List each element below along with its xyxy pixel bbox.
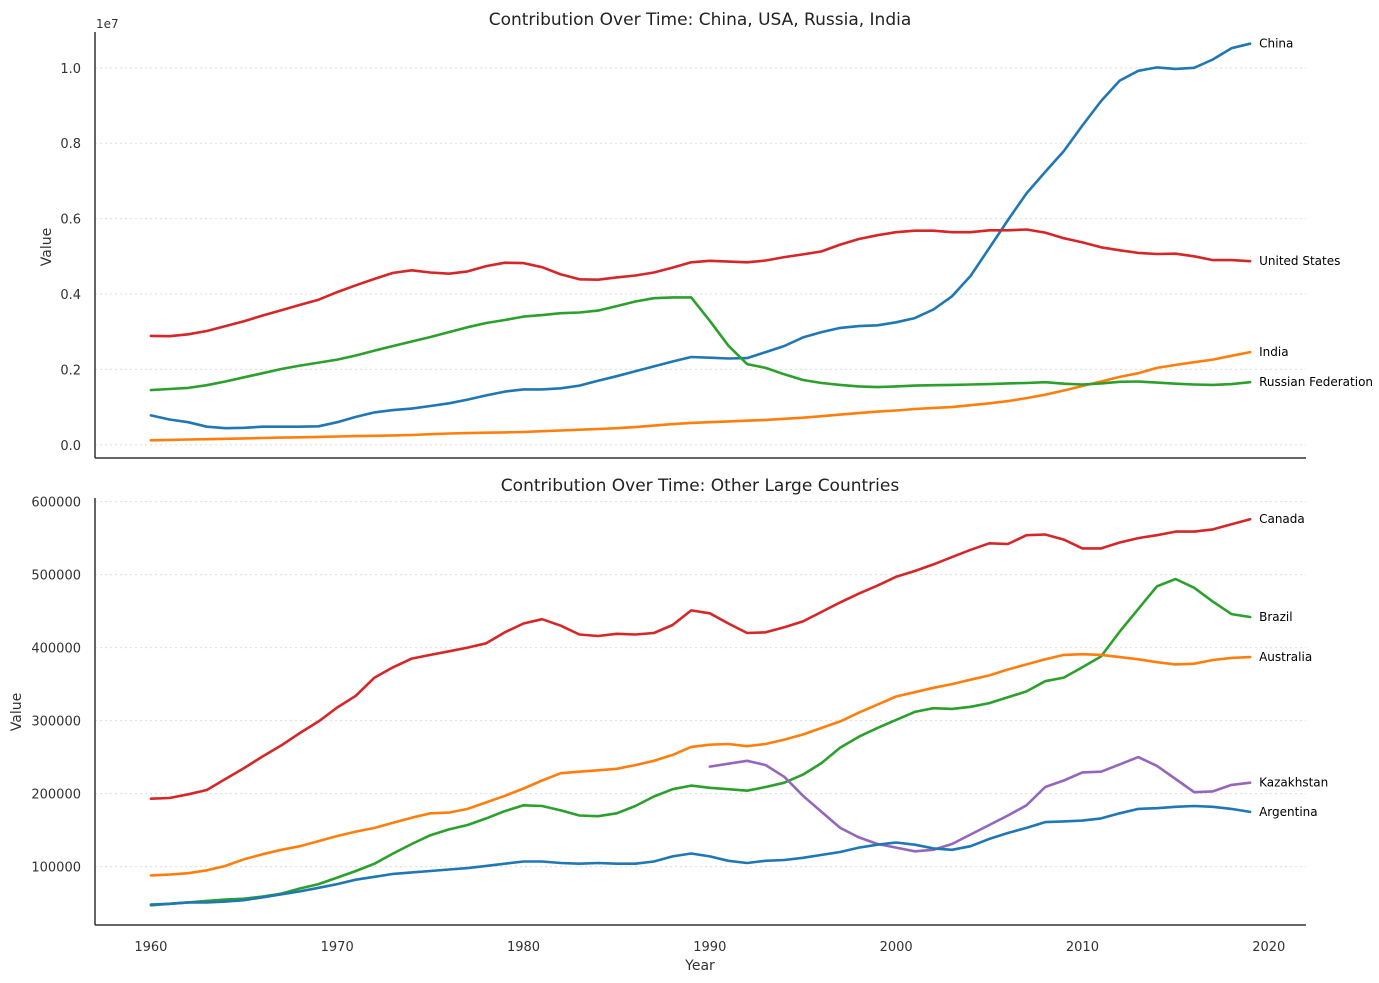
top-chart-panel: Contribution Over Time: China, USA, Russ…: [39, 10, 1373, 459]
bottom-chart-x-tick-label: 1960: [134, 940, 167, 955]
series-label-india: India: [1259, 345, 1288, 359]
bottom-chart-axes: [94, 498, 1306, 926]
series-line-united-states: [149, 228, 1252, 338]
bottom-chart-y-tick-label: 600000: [31, 496, 81, 511]
top-chart-y-tick-label: 0.0: [60, 439, 81, 454]
top-chart-y-tick-label: 0.4: [60, 288, 81, 303]
series-line-canada: [149, 517, 1252, 801]
top-chart-y-axis-title: Value: [39, 228, 55, 266]
bottom-chart-panel: Contribution Over Time: Other Large Coun…: [9, 476, 1328, 974]
bottom-chart-x-tick-label: 1970: [321, 940, 354, 955]
series-line-russian-federation: [149, 296, 1252, 392]
bottom-chart-x-tick-label: 2010: [1066, 940, 1099, 955]
bottom-chart-series-labels: Canada Brazil Australia Kazakhstan Argentina: [1259, 512, 1328, 819]
series-label-brazil: Brazil: [1259, 610, 1293, 624]
top-chart-gridlines: [95, 67, 1306, 446]
series-line-brazil: [149, 577, 1252, 907]
top-chart-title: Contribution Over Time: China, USA, Russ…: [489, 10, 912, 30]
bottom-chart-y-tick-label: 100000: [31, 861, 81, 876]
bottom-chart-y-ticks: 100000 200000 300000 400000 500000 600000: [31, 496, 81, 876]
series-label-canada: Canada: [1259, 512, 1305, 526]
bottom-chart-x-tick-label: 1980: [507, 940, 540, 955]
bottom-chart-x-axis-title: Year: [684, 958, 715, 974]
series-label-argentina: Argentina: [1259, 805, 1318, 819]
series-line-kazakhstan: [708, 755, 1252, 853]
bottom-chart-x-ticks: 1960 1970 1980 1990 2000 2010 2020: [134, 940, 1285, 955]
top-chart-y-tick-label: 0.8: [60, 137, 81, 152]
bottom-chart-series: [149, 517, 1252, 907]
bottom-chart-x-tick-label: 2000: [880, 940, 913, 955]
top-chart-offset-label: 1e7: [96, 17, 119, 31]
bottom-chart-title: Contribution Over Time: Other Large Coun…: [501, 476, 900, 496]
top-chart-y-tick-label: 0.2: [60, 363, 81, 378]
series-label-kazakhstan: Kazakhstan: [1259, 776, 1328, 790]
top-chart-series: [149, 42, 1252, 442]
top-chart-y-tick-label: 0.6: [60, 213, 81, 228]
bottom-chart-x-tick-label: 1990: [693, 940, 726, 955]
series-label-united-states: United States: [1259, 254, 1340, 268]
bottom-chart-y-tick-label: 300000: [31, 715, 81, 730]
bottom-chart-y-tick-label: 400000: [31, 642, 81, 657]
series-label-russian-federation: Russian Federation: [1259, 375, 1373, 389]
top-chart-y-tick-label: 1.0: [60, 62, 81, 77]
top-chart-series-labels: China United States India Russian Federatio…: [1259, 37, 1373, 390]
bottom-chart-x-tick-label: 2020: [1252, 940, 1285, 955]
top-chart-y-ticks: 0.0 0.2 0.4 0.6 0.8 1.0: [60, 62, 81, 454]
series-label-australia: Australia: [1259, 650, 1312, 664]
series-line-india: [149, 350, 1252, 442]
bottom-chart-y-tick-label: 500000: [31, 569, 81, 584]
bottom-chart-y-axis-title: Value: [9, 693, 25, 731]
series-line-argentina: [149, 804, 1252, 906]
series-label-china: China: [1259, 37, 1293, 51]
series-line-china: [149, 42, 1252, 430]
bottom-chart-y-tick-label: 200000: [31, 788, 81, 803]
top-chart-axes: [94, 32, 1306, 459]
series-line-australia: [149, 652, 1252, 877]
bottom-chart-gridlines: [95, 501, 1306, 868]
